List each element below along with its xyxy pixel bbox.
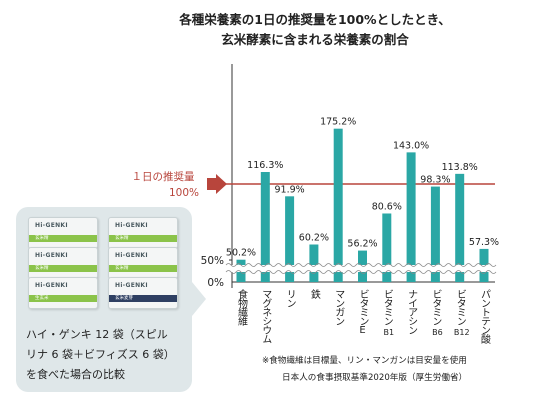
category-label-4: マンガン [333, 289, 344, 325]
pack-band-label: 玄米精 [115, 236, 129, 241]
category-label-2: リン [284, 289, 295, 307]
pack-band: 玄米精 [29, 235, 97, 242]
category-label-8: ビタミン [430, 289, 442, 325]
pack-band: 玄米精 [109, 235, 177, 242]
pack-logo: Hi-GENKI [35, 282, 68, 289]
category-label-1: マグネシウム [260, 289, 272, 344]
pack-band: 玄米精 [109, 265, 177, 272]
pack-band-label: 玄米精 [115, 266, 129, 271]
bar-3 [309, 244, 319, 282]
product-pack: Hi-GENKI 玄米精 [108, 247, 178, 279]
category-label-9: ビタミン [454, 289, 466, 325]
bar-4 [333, 128, 343, 282]
bar-value-label-6: 80.6% [372, 201, 402, 212]
pack-logo: Hi-GENKI [115, 252, 148, 259]
product-pack: Hi-GENKI 玄米麦芽 [108, 277, 178, 309]
bar-value-label-4: 175.2% [320, 117, 356, 128]
footnote-line1: ※食物繊維は目標量、リン・マンガンは目安量を使用 [262, 356, 467, 366]
product-pack: Hi-GENKI 玄米精 [108, 217, 178, 249]
category-label-sub-9: B12 [454, 328, 470, 337]
bar-value-label-3: 60.2% [299, 232, 329, 243]
pack-band-label: 玄米精 [35, 236, 49, 241]
product-caption-line1: ハイ・ゲンキ 12 袋（スピル [26, 328, 168, 341]
product-pack: Hi-GENKI 玄米精 [28, 217, 98, 249]
category-label-7: ナイアシン [406, 289, 418, 334]
y-tick-label-0: 0% [207, 277, 224, 289]
bar-value-label-0: 50.2% [226, 248, 256, 259]
chart-title-line2: 玄米酵素に含まれる栄養素の割合 [221, 32, 409, 47]
pack-band: 玄米麦芽 [109, 295, 177, 302]
reference-label-line2: 100% [169, 187, 199, 199]
product-panel: Hi-GENKI 玄米精 Hi-GENKI 玄米精 Hi-GENKI 生玄米 Hi-GENK… [16, 207, 192, 392]
category-label-6: ビタミン [381, 289, 393, 325]
product-packs-image: Hi-GENKI 玄米精 Hi-GENKI 玄米精 Hi-GENKI 生玄米 Hi-GENK… [28, 217, 180, 317]
product-caption: ハイ・ゲンキ 12 袋（スピル リナ 6 袋＋ビフィズス 6 袋） を食べた場合… [26, 325, 188, 385]
category-label-5: ビタミンE [357, 289, 369, 335]
bar-7 [406, 152, 416, 282]
footnote-line2: 日本人の食事摂取基準2020年版（厚生労働省） [282, 373, 468, 383]
reference-label-line1: １日の推奨量 [132, 170, 195, 183]
pack-band: 玄米精 [29, 265, 97, 272]
bar-1 [260, 172, 270, 282]
pack-logo: Hi-GENKI [35, 222, 68, 229]
bar-value-label-9: 113.8% [442, 162, 478, 173]
panel-pointer-arrow [192, 282, 206, 316]
bar-value-label-7: 143.0% [393, 140, 429, 151]
category-label-0: 食物繊維 [236, 288, 248, 326]
axis-break-fill [226, 265, 499, 272]
pack-logo: Hi-GENKI [35, 252, 68, 259]
pack-logo: Hi-GENKI [115, 222, 148, 229]
product-caption-line3: を食べた場合の比較 [26, 368, 125, 381]
bar-value-label-2: 91.9% [275, 184, 305, 195]
chart-title-line1: 各種栄養素の1日の推奨量を100%としたとき、 [179, 12, 451, 27]
product-caption-line2: リナ 6 袋＋ビフィズス 6 袋） [26, 348, 175, 361]
pack-band: 生玄米 [29, 295, 97, 302]
reference-arrow [207, 174, 227, 194]
bar-value-label-8: 98.3% [420, 175, 450, 186]
category-label-10: パントテン酸 [479, 289, 491, 345]
category-label-sub-8: B6 [432, 328, 443, 337]
bar-value-label-5: 56.2% [347, 239, 377, 250]
axis-break-wave-lower [225, 270, 497, 274]
bar-9 [455, 173, 465, 282]
bar-value-label-10: 57.3% [469, 237, 499, 248]
product-pack: Hi-GENKI 生玄米 [28, 277, 98, 309]
chart-title: 各種栄養素の1日の推奨量を100%としたとき、 玄米酵素に含まれる栄養素の割合 [165, 10, 465, 50]
product-pack: Hi-GENKI 玄米精 [28, 247, 98, 279]
category-label-3: 鉄 [308, 288, 320, 300]
y-tick-label-50: 50% [201, 255, 224, 267]
category-label-sub-6: B1 [384, 328, 395, 337]
bar-6 [382, 213, 392, 282]
pack-band-label: 生玄米 [35, 296, 49, 301]
bar-value-label-1: 116.3% [247, 160, 283, 171]
pack-band-label: 玄米精 [35, 266, 49, 271]
bar-2 [285, 196, 295, 282]
pack-logo: Hi-GENKI [115, 282, 148, 289]
bar-8 [430, 186, 440, 282]
axis-break-wave-upper [225, 263, 497, 267]
pack-band-label: 玄米麦芽 [115, 296, 133, 301]
